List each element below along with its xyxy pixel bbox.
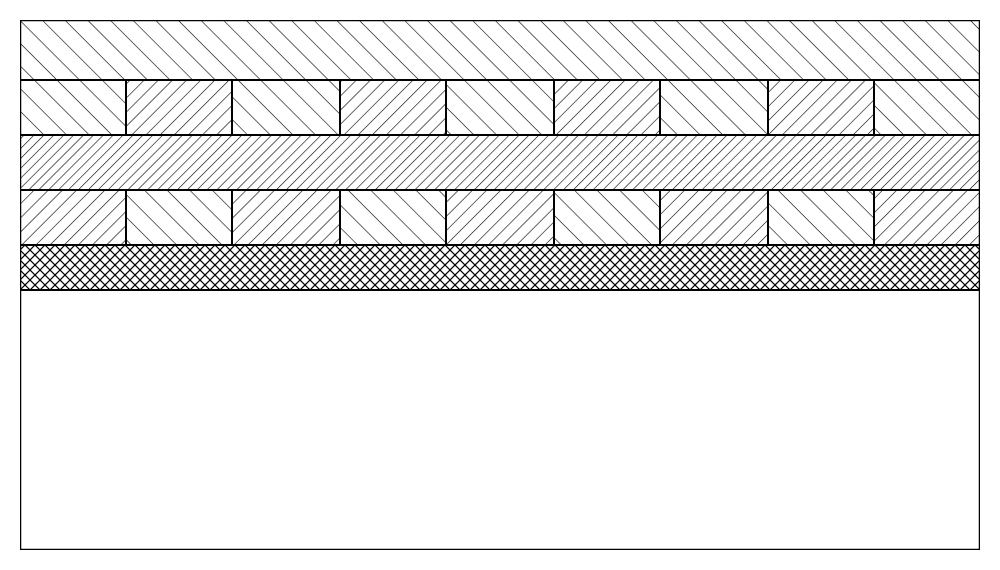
- layer-row-a-segment: [874, 80, 980, 135]
- layer-row-b-segment: [126, 190, 232, 245]
- layer-row-b-segment: [340, 190, 446, 245]
- diagram-svg: [20, 20, 980, 550]
- layer-row-b-segment: [20, 190, 126, 245]
- layer-row-b-segment: [874, 190, 980, 245]
- layer-row-b-segment: [660, 190, 768, 245]
- layer-top-layer-segment: [20, 20, 980, 80]
- layer-row-b-segment: [768, 190, 874, 245]
- layer-row-a-segment: [20, 80, 126, 135]
- layer-row-b-segment: [232, 190, 340, 245]
- cross-section-diagram: [20, 20, 980, 550]
- layer-substrate-segment: [20, 290, 980, 550]
- layer-row-a-segment: [660, 80, 768, 135]
- layer-row-a-segment: [446, 80, 554, 135]
- layer-row-a-segment: [126, 80, 232, 135]
- layer-row-a-segment: [340, 80, 446, 135]
- layer-row-a-segment: [232, 80, 340, 135]
- layer-row-a-segment: [554, 80, 660, 135]
- layer-crosshatch-band-segment: [20, 245, 980, 290]
- layer-row-b-segment: [446, 190, 554, 245]
- layer-middle-band-segment: [20, 135, 980, 190]
- layer-row-a-segment: [768, 80, 874, 135]
- layer-row-b-segment: [554, 190, 660, 245]
